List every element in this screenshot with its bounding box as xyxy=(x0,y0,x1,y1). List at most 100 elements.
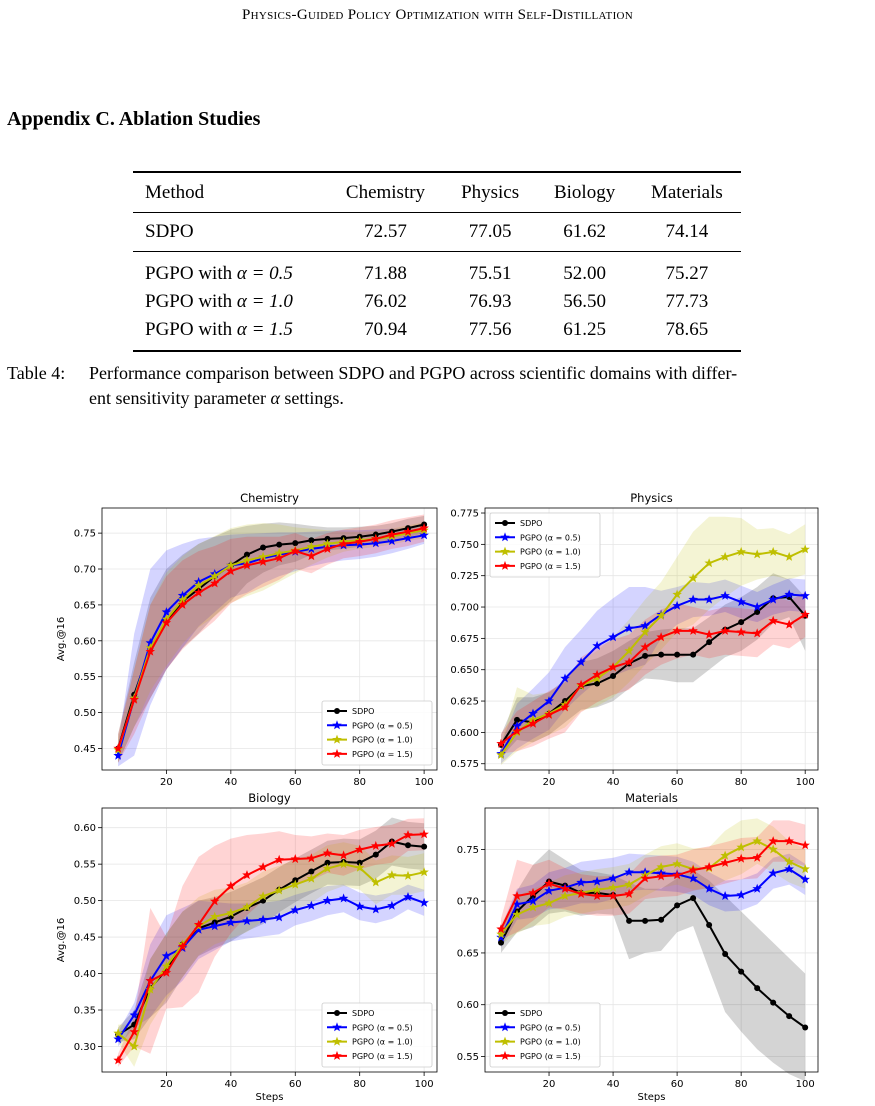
data-point xyxy=(544,898,554,908)
results-table: Method Chemistry Physics Biology Materia… xyxy=(133,171,741,352)
data-point xyxy=(338,893,349,903)
x-tick-label: 100 xyxy=(796,1079,815,1090)
data-point xyxy=(145,637,156,647)
legend-marker xyxy=(332,1022,342,1032)
data-point xyxy=(258,914,268,924)
data-point xyxy=(688,873,698,883)
data-point xyxy=(528,902,538,912)
data-point xyxy=(752,602,762,612)
data-point xyxy=(145,975,156,985)
confidence-band xyxy=(118,842,425,1067)
data-point xyxy=(372,851,379,858)
data-point xyxy=(242,560,252,570)
data-point xyxy=(354,536,365,546)
data-point xyxy=(800,609,810,619)
data-point xyxy=(672,589,682,599)
confidence-band xyxy=(118,817,425,1043)
y-tick-label: 0.70 xyxy=(74,565,96,576)
table-header-cell: Physics xyxy=(443,171,537,213)
data-point xyxy=(193,580,204,590)
data-point xyxy=(193,919,204,929)
x-tick-label: 60 xyxy=(671,1079,684,1090)
data-point xyxy=(752,883,762,893)
y-tick-label: 0.45 xyxy=(74,933,96,944)
legend-label: PGPO (α = 1.5) xyxy=(520,562,581,571)
data-point xyxy=(608,662,618,672)
data-point xyxy=(322,895,333,905)
x-tick-label: 20 xyxy=(160,1079,173,1090)
data-point xyxy=(354,539,365,549)
x-tick-label: 20 xyxy=(543,1079,556,1090)
data-point xyxy=(306,551,317,561)
data-point xyxy=(736,597,746,607)
data-point xyxy=(226,560,236,570)
x-tick-label: 60 xyxy=(671,777,684,788)
data-point xyxy=(624,888,634,898)
data-point xyxy=(802,1024,809,1031)
chart-panel-chemistry: 20 40 60 80 100 0.45 0.50 0.55 0.60 0.65 0.70 0.75 C… xyxy=(56,491,438,788)
x-tick-label: 100 xyxy=(415,1079,434,1090)
data-point xyxy=(276,541,283,548)
legend-marker xyxy=(500,532,510,542)
data-point xyxy=(800,544,810,554)
x-tick-label: 40 xyxy=(607,1079,620,1090)
y-tick-label: 0.55 xyxy=(457,1052,479,1063)
data-point xyxy=(371,840,381,850)
data-point xyxy=(371,538,381,548)
legend-label: PGPO (α = 0.5) xyxy=(520,533,581,542)
data-point xyxy=(656,610,666,620)
table-cell: 74.14 xyxy=(632,212,741,252)
y-tick-label: 0.45 xyxy=(74,744,96,755)
plot-frame xyxy=(484,507,819,771)
data-point xyxy=(704,594,714,604)
data-point xyxy=(258,891,268,901)
legend-label: PGPO (α = 1.0) xyxy=(520,548,581,557)
data-point xyxy=(292,540,299,547)
data-point xyxy=(752,628,762,638)
data-point xyxy=(656,632,666,642)
data-point xyxy=(177,599,188,609)
data-point xyxy=(514,716,521,723)
y-tick-label: 0.65 xyxy=(457,948,479,959)
data-point xyxy=(640,873,650,883)
data-point xyxy=(736,627,746,637)
data-point xyxy=(658,916,665,923)
chart-panel-biology: 20 40 60 80 100 0.30 0.35 0.40 0.45 0.50 0.55 0.60 B… xyxy=(56,791,438,1103)
data-point xyxy=(354,862,365,872)
data-point xyxy=(784,589,794,599)
data-point xyxy=(608,891,618,900)
x-tick-label: 100 xyxy=(415,777,434,788)
data-point xyxy=(528,708,538,718)
data-point xyxy=(608,873,618,883)
table-cell: 76.93 xyxy=(468,291,512,312)
data-point xyxy=(403,870,413,880)
caption-line1: Performance comparison between SDPO and … xyxy=(89,363,738,383)
legend-label: SDPO xyxy=(352,707,374,716)
table-cell: 76.02 xyxy=(364,291,407,312)
series-line xyxy=(500,840,806,930)
data-point xyxy=(322,538,333,548)
data-point xyxy=(768,546,778,556)
data-point xyxy=(800,864,810,874)
table-cell: 77.56 xyxy=(443,316,537,352)
data-point xyxy=(704,558,714,568)
y-tick-label: 0.30 xyxy=(74,1042,96,1053)
y-tick-label: 0.50 xyxy=(74,896,96,907)
data-point xyxy=(688,573,698,583)
data-point xyxy=(594,680,601,687)
data-point xyxy=(658,651,665,658)
series-line xyxy=(117,527,425,749)
data-point xyxy=(210,571,220,581)
data-point xyxy=(784,836,794,846)
data-point xyxy=(642,652,649,659)
table-cell: 61.62 xyxy=(536,212,633,252)
legend-label: SDPO xyxy=(520,1009,542,1018)
confidence-band xyxy=(118,522,425,763)
table-cell-method: PGPO with α = 0.5 xyxy=(133,252,327,289)
data-point xyxy=(704,629,714,639)
alpha-value: α = 1.0 xyxy=(236,291,293,312)
legend-marker xyxy=(500,1050,510,1060)
data-point xyxy=(674,651,681,658)
data-point xyxy=(403,830,413,839)
data-point xyxy=(688,865,698,875)
